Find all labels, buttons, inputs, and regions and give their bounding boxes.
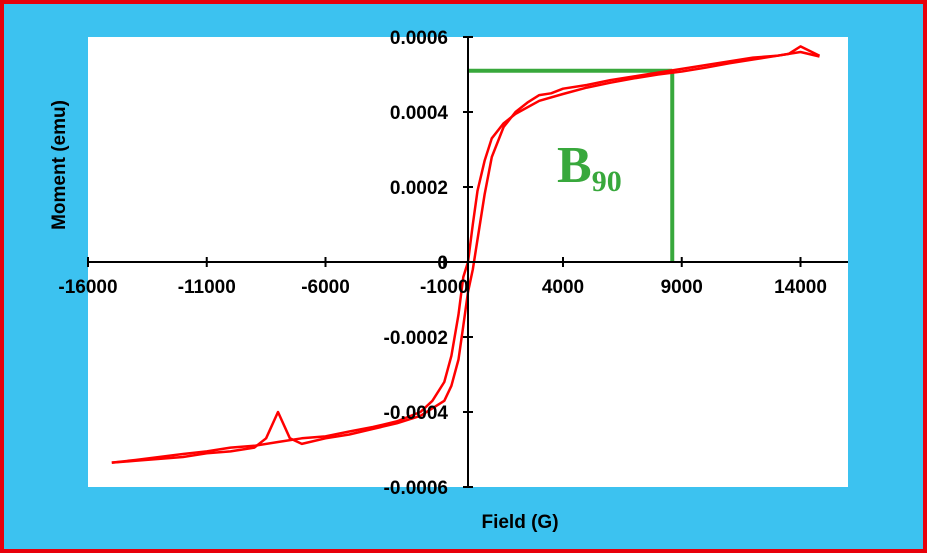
x-axis-label: Field (G) bbox=[481, 512, 558, 533]
series-line-1 bbox=[111, 45, 821, 464]
y-tick-label: -0.0004 bbox=[384, 403, 449, 424]
y-tick-label: 0.0002 bbox=[390, 178, 448, 199]
y-tick-label: 0.0006 bbox=[390, 28, 448, 49]
y-tick-label: -0.0002 bbox=[384, 328, 448, 349]
annotation-layer bbox=[468, 68, 675, 262]
x-tick-label: 14000 bbox=[774, 277, 827, 298]
y-tick-label: -0.0006 bbox=[384, 478, 448, 499]
b90-label-main: B bbox=[557, 137, 592, 194]
x-tick-label: -11000 bbox=[178, 277, 236, 298]
axes-layer bbox=[87, 36, 848, 488]
y-tick-label: 0 bbox=[437, 253, 448, 274]
y-axis-label: Moment (emu) bbox=[49, 100, 70, 230]
x-tick-label: 9000 bbox=[661, 277, 703, 298]
b90-annotation-label: B90 bbox=[557, 137, 622, 198]
x-tick-label: 4000 bbox=[542, 277, 584, 298]
x-tick-label: -1000 bbox=[420, 277, 469, 298]
b90-label-subscript: 90 bbox=[592, 165, 622, 198]
x-tick-label: -6000 bbox=[301, 277, 350, 298]
tick-labels-layer: -16000 -11000 -6000 -1000 4000 9000 14000 0.000… bbox=[58, 28, 827, 499]
y-tick-label: 0.0004 bbox=[390, 103, 449, 124]
x-tick-label: -16000 bbox=[58, 277, 117, 298]
